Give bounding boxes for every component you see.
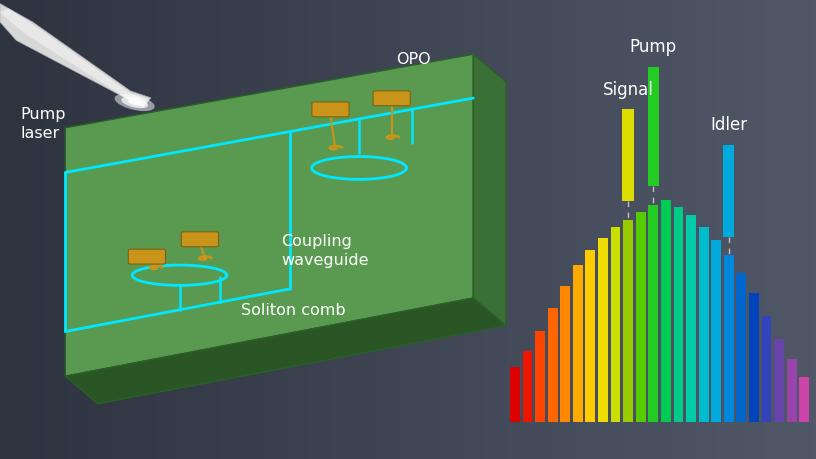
FancyBboxPatch shape: [312, 103, 349, 118]
Bar: [800, 377, 809, 422]
Bar: [610, 228, 620, 422]
Polygon shape: [473, 55, 506, 326]
FancyBboxPatch shape: [128, 250, 166, 264]
Bar: [661, 200, 671, 422]
Bar: [548, 308, 557, 422]
Text: OPO: OPO: [396, 52, 430, 67]
Bar: [737, 273, 747, 422]
Polygon shape: [0, 9, 143, 104]
Bar: [598, 238, 608, 422]
Text: Coupling
waveguide: Coupling waveguide: [282, 233, 369, 267]
Ellipse shape: [128, 101, 141, 106]
Bar: [774, 339, 784, 422]
Bar: [712, 241, 721, 422]
FancyBboxPatch shape: [181, 232, 219, 247]
Bar: [673, 207, 683, 422]
Polygon shape: [0, 5, 151, 108]
Text: Soliton comb: Soliton comb: [241, 302, 345, 317]
Bar: [649, 205, 659, 422]
Text: Signal: Signal: [603, 81, 654, 99]
Bar: [510, 367, 520, 422]
Polygon shape: [65, 298, 506, 404]
Text: Pump
laser: Pump laser: [20, 107, 66, 141]
Ellipse shape: [114, 95, 155, 112]
Bar: [724, 256, 734, 422]
Bar: [586, 251, 596, 422]
Text: Idler: Idler: [710, 116, 747, 134]
Bar: [698, 228, 708, 422]
Bar: [761, 316, 771, 422]
Bar: [623, 220, 633, 422]
Bar: [636, 213, 645, 422]
Bar: [561, 286, 570, 422]
Bar: [522, 352, 532, 422]
Bar: [535, 331, 545, 422]
Bar: [648, 67, 659, 187]
Bar: [686, 215, 696, 422]
Bar: [623, 110, 634, 202]
FancyBboxPatch shape: [373, 92, 410, 106]
Bar: [573, 266, 583, 422]
Text: Pump: Pump: [630, 38, 676, 56]
Ellipse shape: [122, 98, 148, 109]
Bar: [787, 359, 796, 422]
Bar: [749, 294, 759, 422]
Polygon shape: [65, 55, 473, 376]
Bar: [723, 146, 734, 237]
